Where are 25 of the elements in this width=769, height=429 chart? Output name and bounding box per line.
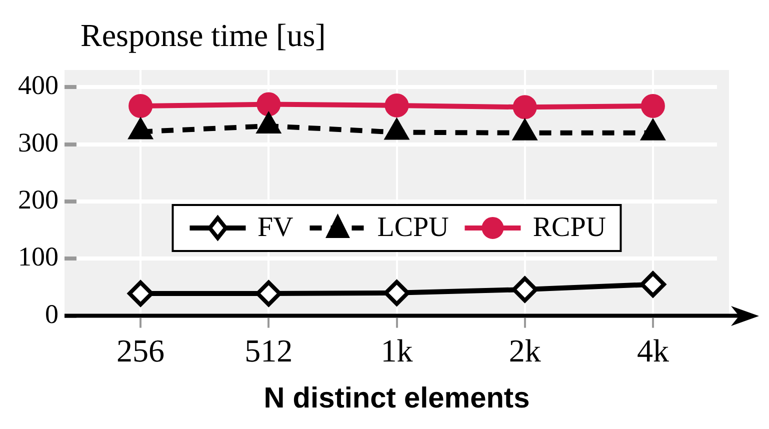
y-tick-label: 400 <box>18 70 58 100</box>
y-tick-label: 300 <box>18 127 58 158</box>
point <box>128 280 154 307</box>
point <box>384 93 409 118</box>
y-tick-label: 200 <box>18 184 58 215</box>
legend-label: FV <box>257 212 294 244</box>
chart-title: Response time [us] <box>80 17 326 53</box>
point <box>512 95 537 120</box>
x-tick-label: 1k <box>380 332 413 368</box>
x-axis-title: N distinct elements <box>264 382 530 415</box>
x-tick-label: 512 <box>244 332 293 368</box>
y-tick-label: 100 <box>18 242 58 272</box>
point <box>512 276 538 303</box>
point <box>640 94 665 118</box>
point <box>384 280 410 306</box>
point <box>256 280 282 307</box>
point <box>256 92 281 116</box>
x-tick-label: 256 <box>116 332 165 368</box>
y-tick-label: 0 <box>45 298 58 329</box>
point <box>640 271 666 298</box>
legend-label: LCPU <box>377 212 449 244</box>
point <box>128 94 153 118</box>
x-tick-label: 2k <box>508 332 541 368</box>
legend-label: RCPU <box>532 212 606 244</box>
x-tick-label: 4k <box>636 332 669 368</box>
